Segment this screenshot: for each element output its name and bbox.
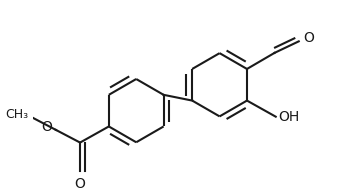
Text: O: O xyxy=(74,177,86,191)
Text: CH₃: CH₃ xyxy=(5,108,28,121)
Text: O: O xyxy=(42,120,53,134)
Text: O: O xyxy=(303,31,314,46)
Text: OH: OH xyxy=(279,110,300,124)
